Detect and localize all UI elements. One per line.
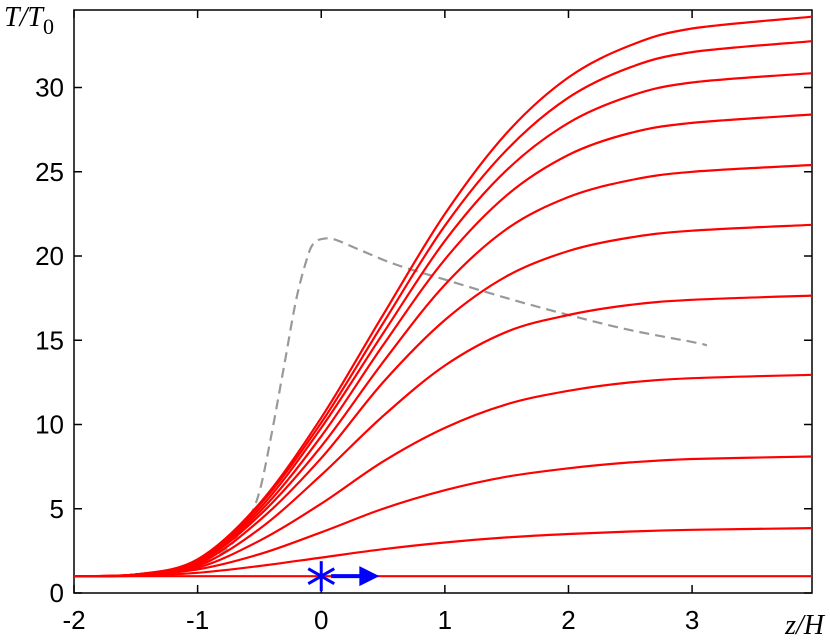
y-tick-label: 20 (35, 241, 64, 271)
y-tick-label: 15 (35, 325, 64, 355)
red-curve-3 (73, 455, 813, 578)
red-curve-5 (73, 294, 813, 578)
y-axis-title: T/T0 (4, 2, 54, 39)
markers (307, 561, 380, 592)
red-curve-11 (73, 15, 813, 578)
x-tick-label: 3 (685, 605, 699, 635)
x-tick-label: -1 (186, 605, 209, 635)
red-curve-2 (73, 527, 813, 578)
x-axis: -2 -1 0 1 2 3 (62, 10, 699, 635)
red-curve-4 (73, 373, 813, 578)
y-axis: 0 5 10 15 20 25 30 (35, 73, 812, 608)
x-tick-label: 1 (438, 605, 452, 635)
x-tick-label: -2 (62, 605, 85, 635)
y-tick-label: 5 (50, 494, 64, 524)
y-tick-label: 30 (35, 73, 64, 103)
plot-area (73, 9, 813, 594)
dashed-curve (190, 237, 708, 571)
x-tick-label: 0 (314, 605, 328, 635)
red-curve-6 (73, 223, 813, 578)
y-tick-label: 25 (35, 157, 64, 187)
arrow-head (359, 566, 380, 587)
curves (73, 15, 813, 578)
y-tick-label: 0 (50, 578, 64, 608)
x-tick-label: 2 (561, 605, 575, 635)
x-axis-title: z/H (784, 610, 826, 641)
asterisk-marker (307, 561, 335, 592)
asterisk-stroke (307, 567, 335, 585)
y-tick-label: 10 (35, 410, 64, 440)
